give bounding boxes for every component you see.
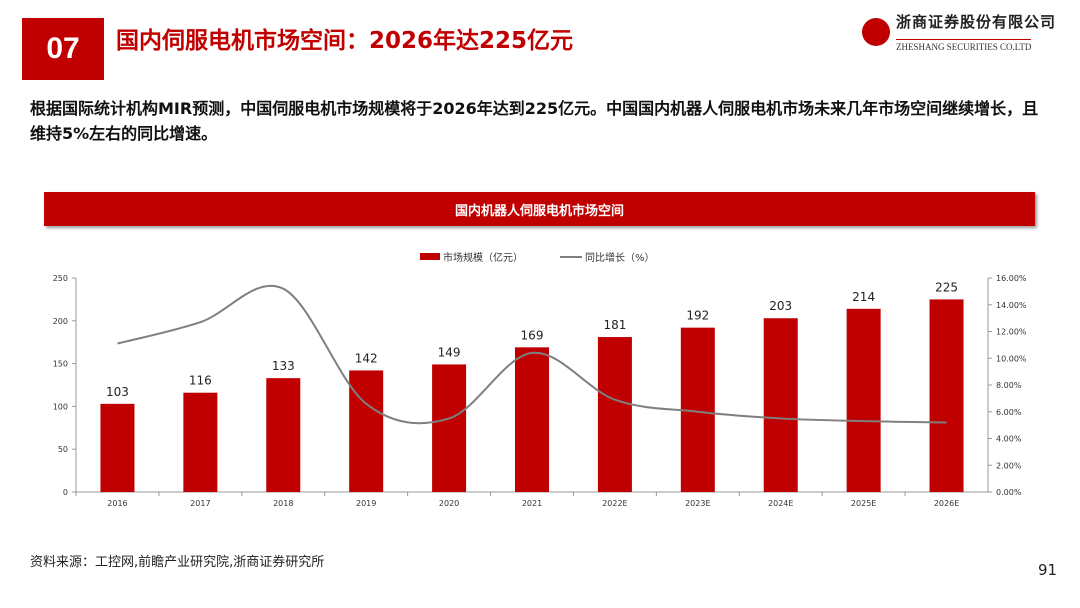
bar	[432, 364, 467, 492]
bar-data-label: 225	[935, 280, 958, 294]
x-tick-label: 2020	[439, 499, 459, 508]
x-tick-label: 2019	[356, 499, 376, 508]
right-tick-label: 16.00%	[996, 274, 1027, 283]
bar-data-label: 181	[603, 318, 626, 332]
right-tick-label: 6.00%	[996, 408, 1022, 417]
legend-bar-label: 市场规模（亿元）	[443, 251, 523, 264]
left-tick-label: 150	[53, 360, 68, 369]
bar	[929, 299, 964, 492]
left-tick-label: 250	[53, 274, 68, 283]
bar	[183, 392, 218, 492]
bar-data-label: 133	[272, 359, 295, 373]
x-tick-label: 2026E	[934, 499, 959, 508]
left-tick-label: 50	[58, 445, 68, 454]
x-tick-label: 2025E	[851, 499, 876, 508]
company-logo: 浙商证券股份有限公司 ZHESHANG SECURITIES CO.LTD	[862, 12, 1062, 58]
right-tick-label: 2.00%	[996, 461, 1022, 470]
bar-data-label: 203	[769, 299, 792, 313]
right-tick-label: 14.00%	[996, 301, 1027, 310]
bar-data-label: 149	[438, 345, 461, 359]
logo-icon	[862, 18, 890, 46]
left-tick-label: 100	[53, 402, 68, 411]
bar-data-label: 214	[852, 290, 875, 304]
bar	[597, 337, 632, 492]
bar-data-label: 116	[189, 374, 212, 388]
right-tick-label: 12.00%	[996, 328, 1027, 337]
x-tick-label: 2017	[190, 499, 210, 508]
bar	[349, 370, 384, 492]
page-title: 国内伺服电机市场空间：2026年达225亿元	[116, 28, 574, 54]
left-tick-label: 200	[53, 317, 68, 326]
logo-en: ZHESHANG SECURITIES CO.LTD	[896, 39, 1032, 53]
legend-line-label: 同比增长（%）	[585, 251, 655, 264]
left-tick-label: 0	[63, 488, 68, 497]
x-tick-label: 2021	[522, 499, 542, 508]
bar	[763, 318, 798, 492]
x-tick-label: 2018	[273, 499, 293, 508]
right-tick-label: 8.00%	[996, 381, 1022, 390]
page-number: 91	[1038, 561, 1058, 579]
source-note: 资料来源：工控网,前瞻产业研究院,浙商证券研究所	[30, 555, 325, 570]
bar-data-label: 103	[106, 385, 129, 399]
right-tick-label: 0.00%	[996, 488, 1022, 497]
right-tick-label: 4.00%	[996, 435, 1022, 444]
bar-data-label: 142	[355, 351, 378, 365]
x-tick-label: 2024E	[768, 499, 793, 508]
bar-data-label: 192	[686, 309, 709, 323]
bar	[515, 347, 549, 492]
growth-line	[117, 284, 947, 425]
bar	[846, 308, 881, 492]
right-tick-label: 10.00%	[996, 354, 1027, 363]
x-tick-label: 2022E	[602, 499, 627, 508]
chart-title: 国内机器人伺服电机市场空间	[44, 192, 1035, 226]
logo-cn: 浙商证券股份有限公司	[896, 13, 1057, 31]
description: 根据国际统计机构MIR预测，中国伺服电机市场规模将于2026年达到225亿元。中…	[30, 99, 1039, 143]
bar-data-label: 169	[521, 328, 544, 342]
bar	[266, 378, 301, 492]
section-number: 07	[22, 18, 104, 80]
bar	[100, 403, 135, 492]
x-tick-label: 2023E	[685, 499, 710, 508]
legend-bar-swatch	[420, 253, 440, 260]
x-tick-label: 2016	[107, 499, 127, 508]
